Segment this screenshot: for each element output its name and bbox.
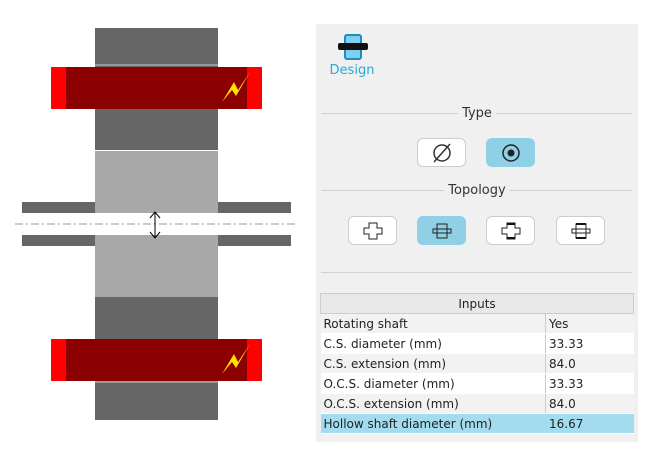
row-label: O.C.S. extension (mm) — [320, 393, 546, 414]
row-label: O.C.S. diameter (mm) — [320, 373, 546, 394]
winding-end — [51, 67, 66, 109]
row-label: Hollow shaft diameter (mm) — [320, 413, 546, 434]
topology-1-icon — [363, 222, 382, 239]
stator-gap-line — [95, 64, 218, 66]
shaft-left-bottom — [22, 235, 95, 246]
winding-top — [51, 67, 262, 109]
type-solid-button[interactable] — [417, 138, 466, 167]
row-value[interactable]: 16.67 — [545, 413, 634, 434]
type-title: Type — [458, 106, 496, 121]
row-value[interactable]: 33.33 — [545, 373, 634, 394]
table-row[interactable]: C.S. diameter (mm) 33.33 — [320, 333, 634, 354]
row-value[interactable]: Yes — [545, 313, 634, 334]
row-value[interactable]: 33.33 — [545, 333, 634, 354]
solid-shaft-icon — [432, 143, 451, 162]
winding-end — [51, 339, 66, 381]
winding-end — [247, 339, 262, 381]
machine-design-icon — [338, 34, 368, 60]
design-label: Design — [329, 63, 375, 78]
inputs-header: Inputs — [320, 293, 634, 314]
shaft-right-bottom — [218, 235, 291, 246]
row-label: Rotating shaft — [320, 313, 546, 334]
topology-3-button[interactable] — [486, 216, 535, 245]
design-panel: Design Type Topology Inputs Rotating sha… — [316, 24, 638, 442]
hollow-shaft-icon — [501, 143, 520, 162]
stator-gap-line — [95, 381, 218, 383]
topology-4-button[interactable] — [556, 216, 605, 245]
divider — [321, 272, 632, 273]
topology-4-icon — [571, 222, 590, 239]
diameter-arrow-icon — [149, 211, 161, 239]
lightning-icon — [222, 344, 250, 374]
table-row[interactable]: O.C.S. diameter (mm) 33.33 — [320, 373, 634, 394]
topology-2-icon — [432, 223, 451, 238]
type-hollow-button[interactable] — [486, 138, 535, 167]
winding-end — [247, 67, 262, 109]
inputs-table: Inputs Rotating shaft Yes C.S. diameter (… — [320, 293, 634, 434]
table-row-selected[interactable]: Hollow shaft diameter (mm) 16.67 — [320, 413, 634, 434]
rotor-bottom — [95, 235, 218, 297]
lightning-icon — [222, 72, 250, 102]
table-row[interactable]: C.S. extension (mm) 84.0 — [320, 353, 634, 374]
topology-1-button[interactable] — [348, 216, 397, 245]
topology-3-icon — [501, 222, 520, 239]
winding-bottom — [51, 339, 262, 381]
topology-title: Topology — [444, 183, 510, 198]
rotor-top — [95, 151, 218, 213]
design-button[interactable]: Design — [328, 32, 376, 86]
row-label: C.S. diameter (mm) — [320, 333, 546, 354]
table-row[interactable]: Rotating shaft Yes — [320, 313, 634, 334]
table-row[interactable]: O.C.S. extension (mm) 84.0 — [320, 393, 634, 414]
row-label: C.S. extension (mm) — [320, 353, 546, 374]
topology-2-button[interactable] — [417, 216, 466, 245]
shaft-left-top — [22, 202, 95, 213]
row-value[interactable]: 84.0 — [545, 353, 634, 374]
shaft-right-top — [218, 202, 291, 213]
row-value[interactable]: 84.0 — [545, 393, 634, 414]
